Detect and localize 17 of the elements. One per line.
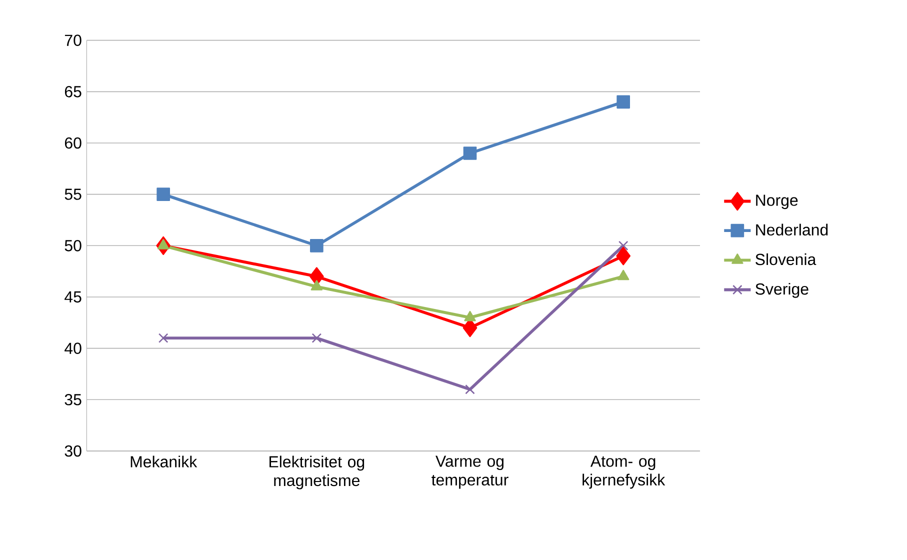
x-tick-label: Mekanikk [130,456,198,468]
y-tick-label: 50 [64,240,82,252]
x-tick-label: Elektrisitet og magnetisme [270,456,364,490]
legend-label: Slovenia [756,253,816,266]
y-tick-label: 35 [64,394,82,406]
legend-label: Nederland [756,224,828,236]
y-tick-label: 60 [64,137,82,149]
y-tick-label: 30 [64,445,82,457]
y-tick-label: 45 [64,291,82,303]
y-tick-label: 65 [64,86,82,98]
x-tick-label: Atom- og kjernefysikk [582,456,666,489]
y-tick-label: 55 [64,188,82,200]
x-tick-label: Varme og temperatur [432,456,508,489]
y-tick-label: 70 [64,34,82,46]
y-tick-label: 40 [64,342,82,354]
legend-label: Sverige [756,282,808,298]
legend-label: Norge [756,194,798,210]
